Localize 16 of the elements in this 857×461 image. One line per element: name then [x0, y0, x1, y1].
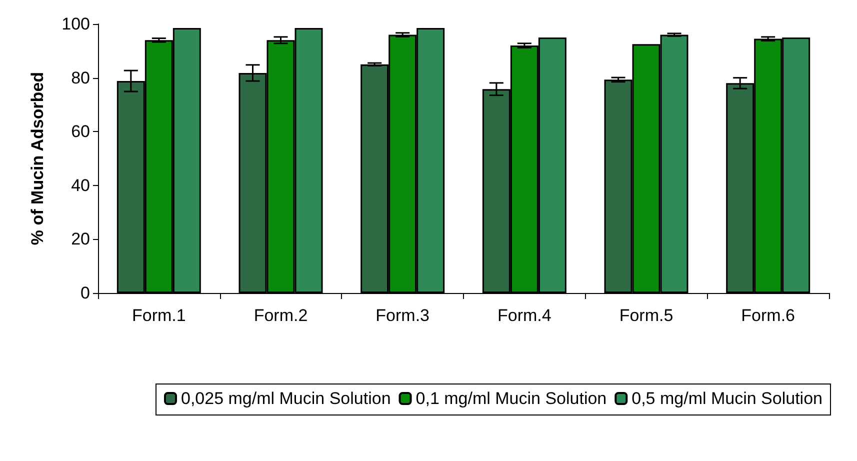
y-tick-label: 20 [71, 230, 90, 249]
x-tick-label: Form.2 [254, 306, 308, 325]
x-tick-label: Form.6 [741, 306, 796, 325]
y-tick-label: 0 [80, 284, 90, 302]
x-tick-label: Form.3 [376, 306, 430, 325]
y-tick-label: 80 [71, 68, 90, 88]
y-tick-label: 100 [62, 14, 90, 34]
y-axis-title: % of Mucin Adsorbed [28, 72, 47, 246]
x-tick-label: Form.1 [132, 306, 186, 325]
legend-label: 0,1 mg/ml Mucin Solution [416, 389, 607, 408]
legend-label: 0,5 mg/ml Mucin Solution [632, 389, 823, 408]
y-tick-label: 40 [71, 176, 90, 195]
x-tick-label: Form.5 [619, 306, 674, 325]
y-tick-label: 60 [71, 122, 90, 142]
x-tick-label: Form.4 [497, 306, 552, 325]
legend-label: 0,025 mg/ml Mucin Solution [181, 389, 391, 408]
